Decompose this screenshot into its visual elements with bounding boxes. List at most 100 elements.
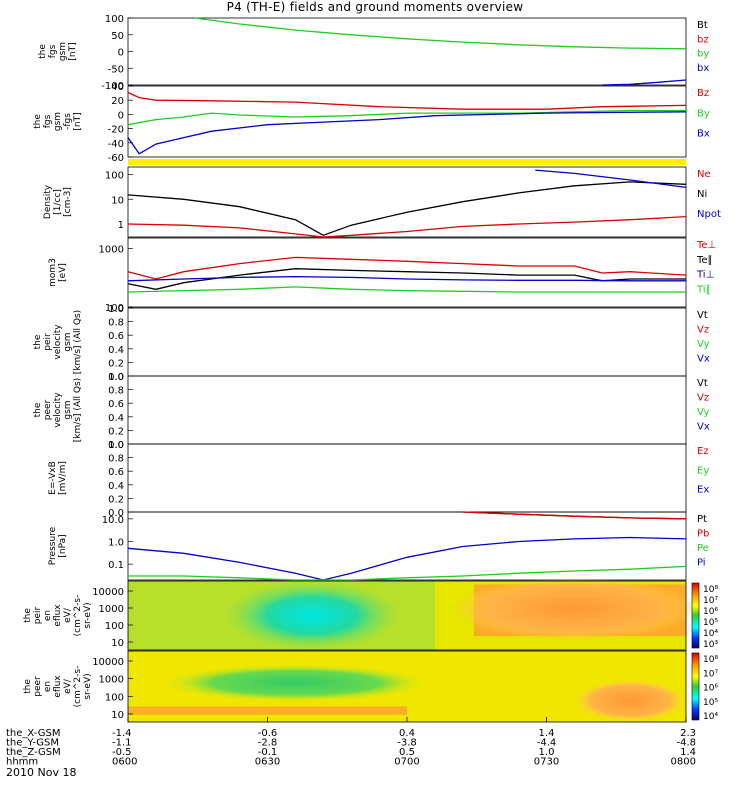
x-axis-value: 0.5 [399, 747, 415, 758]
y-axis-label: eflux [53, 604, 63, 627]
y-tick-label: 0.8 [108, 318, 124, 329]
y-axis-label: [eV] [58, 263, 68, 282]
series-line-Bz [127, 91, 687, 110]
y-tick-label: 10000 [92, 657, 124, 668]
y-axis-label: Pressure [48, 526, 58, 565]
x-axis-value: -2.8 [258, 738, 278, 749]
y-tick-label: -50 [108, 64, 124, 75]
y-axis-label: peer [43, 399, 53, 420]
series-line-Ti⊥ [127, 275, 686, 282]
series-line-Npot [535, 169, 687, 189]
y-axis-label: Density [43, 184, 53, 219]
status-bar [128, 159, 686, 165]
x-axis-value: 1.4 [539, 728, 555, 739]
y-axis-label: en [43, 610, 53, 621]
spectrogram-warm-core [451, 577, 698, 640]
y-tick-label: 1.0 [108, 304, 124, 315]
colorbar-tick-label: 10⁶ [703, 607, 718, 617]
y-tick-label: 10.0 [102, 515, 124, 526]
y-tick-label: 100 [105, 14, 124, 25]
y-tick-label: 0.0 [108, 508, 124, 519]
y-axis-label: the [33, 402, 43, 417]
y-tick-label: 1000 [99, 675, 124, 686]
colorbar-tick-label: 10⁵ [703, 698, 718, 708]
y-tick-label: 0.2 [108, 426, 124, 437]
series-line-Pb [462, 511, 687, 520]
x-axis-row-label: the_Z-GSM [6, 747, 61, 758]
y-tick-label: 10 [111, 195, 124, 206]
y-axis-label: velocity [53, 324, 63, 360]
y-tick-label: 0.0 [108, 372, 124, 383]
x-axis-value: 1.0 [539, 747, 555, 758]
y-axis-label: the [33, 334, 43, 349]
legend-entry: Vz [697, 393, 709, 404]
x-axis-value: 2.3 [680, 728, 696, 739]
y-tick-label: -40 [108, 139, 124, 150]
y-tick-label: -20 [108, 125, 124, 136]
legend-entry: Vy [697, 407, 710, 418]
x-axis-value: 0600 [112, 757, 137, 768]
y-tick-label: 40 [111, 82, 124, 93]
legend-entry: Vz [697, 325, 709, 336]
y-axis-label: the [38, 44, 48, 59]
y-axis-label: the [33, 114, 43, 129]
legend-entry: Ne [697, 169, 711, 180]
y-axis-label: [nPa] [58, 534, 68, 557]
legend-entry: Vt [697, 310, 708, 321]
y-tick-label: 100 [105, 170, 124, 181]
legend-entry: by [697, 49, 709, 60]
x-axis-value: 1.4 [680, 747, 696, 758]
y-tick-label: 0.6 [108, 399, 124, 410]
series-line-Bx [127, 111, 687, 155]
legend-entry: Vx [697, 354, 710, 365]
y-axis-label: gsm [58, 42, 68, 61]
legend-entry: Pb [697, 529, 709, 540]
x-axis-row-label: the_X-GSM [6, 728, 60, 739]
colorbar-tick-label: 10⁴ [703, 712, 718, 722]
x-axis-value: -1.1 [112, 738, 132, 749]
legend-entry: By [697, 108, 710, 119]
legend-entry: bz [697, 34, 709, 45]
y-axis-label: sr-eV) [83, 602, 93, 628]
y-axis-label: [nT] [73, 112, 83, 130]
y-axis-label: [km/s] (All Qs) [73, 378, 83, 442]
y-axis-label: velocity [53, 392, 63, 428]
series-line-bx [602, 79, 687, 86]
legend-entry: Ey [697, 465, 709, 476]
series-line-Ti∥ [127, 286, 686, 293]
y-tick-label: 0.2 [108, 494, 124, 505]
y-tick-label: 0.4 [108, 345, 124, 356]
legend-entry: Pt [697, 514, 707, 525]
date-label: 2010 Nov 18 [6, 766, 77, 779]
y-tick-label: 1000 [99, 604, 124, 615]
legend-entry: Te∥ [696, 255, 713, 266]
legend-entry: Pe [697, 543, 709, 554]
colorbar-tick-label: 10⁴ [703, 629, 718, 639]
y-tick-label: 1.0 [108, 440, 124, 451]
colorbar-tick-label: 10⁷ [703, 669, 718, 679]
x-axis-row-label: hhmm [6, 757, 38, 768]
y-tick-label: 50 [111, 31, 124, 42]
y-tick-label: -100 [101, 81, 124, 92]
page-title: P4 (TH-E) fields and ground moments over… [226, 0, 524, 14]
panel-frame [127, 17, 687, 86]
y-tick-label: 100 [105, 692, 124, 703]
legend-entry: Bx [697, 129, 710, 140]
y-tick-label: 100 [105, 303, 124, 314]
y-tick-label: 0.2 [108, 358, 124, 369]
y-axis-label: fgs [43, 114, 53, 128]
colorbar [691, 582, 700, 649]
series-line-Ni [127, 181, 687, 237]
y-axis-label: [nT] [68, 42, 78, 60]
y-tick-label: 1.0 [108, 537, 124, 548]
legend-entry: Vx [697, 422, 710, 433]
legend-entry: Ex [697, 485, 709, 496]
y-axis-label: peir [33, 606, 43, 624]
colorbar-tick-label: 10³ [703, 640, 718, 650]
y-axis-label: eflux [53, 675, 63, 698]
x-axis-value: -3.8 [397, 738, 417, 749]
y-axis-label: sr-eV) [83, 673, 93, 699]
panel-frame [127, 443, 687, 513]
legend-entry: Bz [697, 88, 709, 99]
